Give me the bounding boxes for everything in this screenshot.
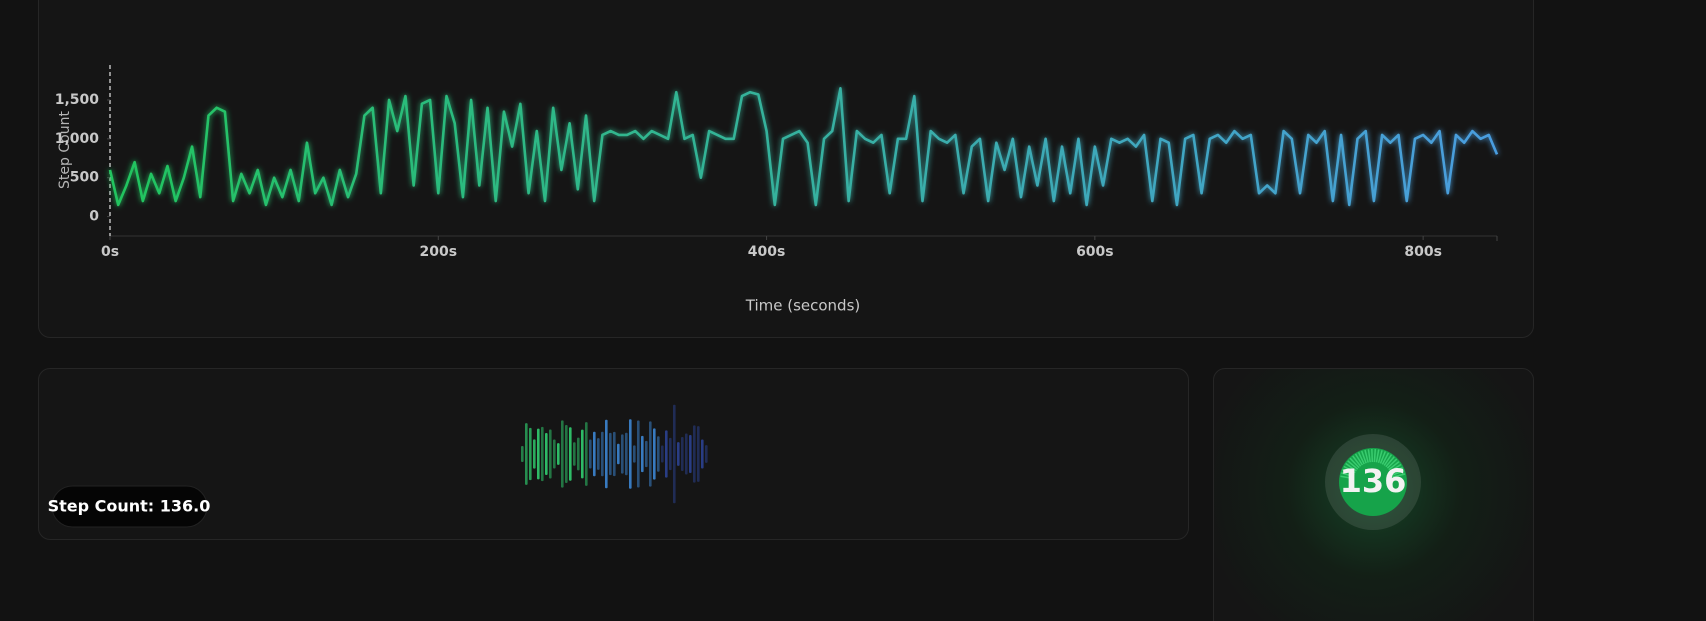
wave-bar [553, 439, 556, 469]
gauge-tick [1388, 461, 1400, 471]
y-tick-label: 1,000 [55, 131, 100, 147]
wave-bar [613, 431, 616, 477]
wave-bar [561, 420, 564, 488]
x-axis-label: Time (seconds) [745, 297, 861, 315]
gauge-value: 136 [1340, 462, 1407, 500]
wave-bar [577, 437, 580, 471]
gauge-tick [1354, 453, 1364, 466]
gauge-tick [1390, 466, 1403, 474]
wave-bar [681, 436, 684, 472]
gauge-tick [1392, 473, 1406, 478]
x-tick-label: 600s [1076, 244, 1114, 260]
wave-bar [573, 442, 576, 466]
wave-bar [605, 419, 608, 489]
wave-bar [629, 419, 632, 489]
wave-bar [529, 427, 532, 481]
wave-bar [705, 445, 708, 463]
wave-bar [645, 440, 648, 468]
wave-bar [693, 425, 696, 483]
gauge-tick [1364, 449, 1369, 463]
gauge-tick [1347, 460, 1359, 470]
readout-pill [51, 485, 208, 528]
x-tick-label: 400s [748, 244, 786, 260]
wave-bar [533, 439, 536, 469]
data-line [108, 87, 1499, 207]
wave-bar [633, 445, 636, 463]
wave-bar [597, 438, 600, 470]
wave-bar [537, 428, 540, 480]
wave-bar [609, 432, 612, 476]
y-tick-label: 1,500 [55, 92, 100, 108]
wave-bar [669, 437, 672, 471]
gauge-tick [1357, 452, 1365, 465]
wave-bar [677, 442, 680, 466]
wave-bar [601, 431, 604, 477]
wave-bar [657, 436, 660, 472]
gauge-tick [1379, 451, 1387, 464]
wave-bar [549, 429, 552, 479]
x-tick-label: 0s [101, 244, 119, 260]
gauge-tick [1373, 449, 1377, 463]
gauge-tick [1389, 463, 1402, 473]
wave-bar [617, 443, 620, 465]
wave-bar [649, 421, 652, 487]
readout-label: Step Count: 136.0 [48, 497, 211, 516]
gauge-tick [1345, 462, 1357, 472]
gauge-ticks [1340, 448, 1406, 480]
wave-bar [589, 439, 592, 469]
wave-bar [641, 435, 644, 473]
gauge-tick [1352, 455, 1362, 467]
wave-bar [697, 426, 700, 482]
wave-bar [541, 426, 544, 482]
wave-bar [581, 429, 584, 479]
waveform [521, 404, 708, 504]
wave-bar [565, 424, 568, 484]
wave-bar [569, 427, 572, 481]
wave-bar [637, 420, 640, 488]
gauge-tick [1343, 465, 1356, 474]
gauge-tick [1385, 456, 1395, 468]
wave-bar [521, 446, 524, 462]
wave-bar [545, 433, 548, 475]
wave-bar [685, 433, 688, 475]
wave-bar [701, 439, 704, 469]
gauge-tick [1377, 450, 1383, 463]
gauge-tick [1375, 449, 1380, 463]
wave-bar [689, 435, 692, 473]
wave-bar [557, 443, 560, 465]
wave-bar [653, 428, 656, 480]
gauge-tick [1361, 450, 1367, 464]
y-tick-label: 0 [89, 209, 99, 225]
chart-card [38, 0, 1534, 338]
x-tick-label: 200s [420, 244, 458, 260]
x-tick-label: 800s [1404, 244, 1442, 260]
gauge-tick [1342, 468, 1355, 476]
wave-bar [673, 404, 676, 504]
wave-bar [593, 431, 596, 477]
wave-bar [621, 434, 624, 474]
wave-bar [585, 422, 588, 486]
wave-bar [525, 423, 528, 485]
wave-bar [625, 432, 628, 476]
gauge-tick [1383, 454, 1393, 466]
y-tick-label: 500 [70, 170, 99, 186]
gauge-tick [1367, 449, 1371, 463]
gauge-tick [1391, 470, 1405, 476]
gauge-tick [1386, 458, 1398, 469]
wave-bar [661, 445, 664, 463]
wave-bar [665, 430, 668, 478]
gauge-tick [1341, 472, 1354, 478]
gauge-tick [1349, 457, 1360, 469]
y-axis-label: Step Count [57, 111, 73, 189]
gauge-tick [1340, 475, 1354, 480]
gauge-tick [1381, 452, 1390, 465]
